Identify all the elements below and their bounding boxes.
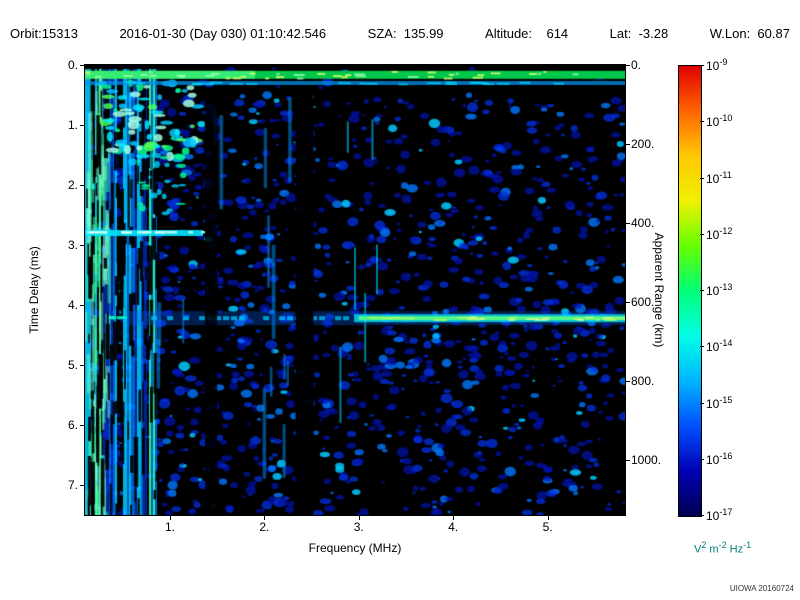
unit-hz-exp: -1 [743,540,752,550]
range-tick-mark [625,301,630,303]
colorbar-tick-label: 10-12 [706,225,733,242]
colorbar-tick-exponent: -13 [719,282,733,292]
colorbar-tick-mark [700,346,704,348]
time-delay-axis-label: Time Delay (ms) [27,246,41,334]
unit-v: V [694,543,702,556]
colorbar-tick-label: 10-14 [706,338,733,355]
header-sza: SZA: 135.99 [367,26,444,41]
y-tick-label: 2. [67,178,78,192]
y-tick-mark [80,125,85,126]
colorbar-tick-mark [700,65,704,66]
credit-text: UIOWA 20160724 [729,584,794,593]
colorbar-tick-mark [700,233,704,235]
colorbar-tick-mark [700,177,704,179]
header-wlon: W.Lon: 60.87 [709,26,790,41]
y-tick-label: 1. [67,118,78,132]
range-tick-mark [625,65,630,66]
y-tick-mark [80,245,85,246]
range-tick-label: 600. [631,294,655,309]
colorbar-tick-exponent: -16 [719,450,733,461]
y-tick-label: 7. [67,478,78,492]
y-tick-label: 0. [67,58,78,72]
header-lat: Lat: -3.28 [609,26,669,41]
y-tick-mark [80,365,85,366]
x-tick-mark [453,515,455,520]
header-info: Orbit:15313 2016-01-30 (Day 030) 01:10:4… [10,26,790,41]
x-tick-label: 5. [542,520,553,534]
x-tick-mark [358,515,360,520]
y-tick-mark [80,185,85,186]
apparent-range-axis-label: Apparent Range (km) [652,232,666,348]
range-tick-mark [625,380,630,382]
colorbar-tick-label: 10-10 [706,113,733,130]
range-tick-label: 200. [631,136,655,151]
colorbar-tick-label: 10-11 [706,169,732,186]
range-tick-label: 400. [631,215,655,230]
colorbar-unit: V2 m-2 Hz-1 [694,540,751,556]
x-tick-label: 4. [448,520,459,534]
colorbar-tick-label: 10-13 [706,282,733,298]
colorbar-tick-exponent: -14 [719,338,733,349]
unit-v-exp: 2 [701,540,707,550]
x-tick-label: 2. [259,520,270,534]
colorbar [678,65,702,517]
colorbar-tick-mark [700,290,704,291]
colorbar-tick-exponent: -10 [719,113,733,124]
y-tick-mark [80,305,85,306]
colorbar-tick-mark [700,402,704,404]
y-tick-label: 6. [67,418,78,432]
colorbar-tick-label: 10-9 [706,57,728,73]
x-tick-mark [264,515,266,520]
colorbar-tick-exponent: -12 [719,225,733,236]
unit-m: m [706,543,719,556]
spectrogram-canvas [84,64,626,516]
y-tick-mark [80,65,85,66]
range-tick-label: 0. [631,58,642,72]
colorbar-tick-label: 10-16 [706,450,733,467]
colorbar-tick-mark [700,458,704,460]
x-tick-label: 1. [164,520,175,534]
x-tick-mark [169,515,171,520]
colorbar-tick-label: 10-17 [706,507,733,523]
range-tick-label: 800. [631,373,655,388]
y-tick-label: 5. [67,358,78,372]
range-tick-mark [625,222,630,224]
y-tick-label: 4. [67,298,78,312]
header-altitude: Altitude: 614 [485,26,569,41]
x-axis-label: Frequency (MHz) [308,541,402,555]
colorbar-tick-exponent: -9 [719,57,728,67]
x-tick-mark [547,515,549,520]
unit-hz: Hz [726,543,744,556]
x-tick-label: 3. [353,520,364,534]
range-tick-mark [625,143,630,145]
y-tick-mark [80,485,85,486]
header-datetime: 2016-01-30 (Day 030) 01:10:42.546 [119,26,327,41]
colorbar-tick-label: 10-15 [706,394,733,411]
colorbar-tick-exponent: -15 [719,394,733,405]
y-tick-label: 3. [67,238,78,252]
header-orbit: Orbit:15313 [10,26,78,41]
unit-m-exp: -2 [718,540,727,550]
range-tick-label: 1000. [631,452,662,467]
range-tick-mark [625,459,630,461]
colorbar-tick-exponent: -11 [719,169,732,180]
y-tick-mark [80,425,85,426]
colorbar-tick-exponent: -17 [719,507,733,517]
colorbar-tick-mark [700,121,704,123]
colorbar-tick-mark [700,515,704,516]
